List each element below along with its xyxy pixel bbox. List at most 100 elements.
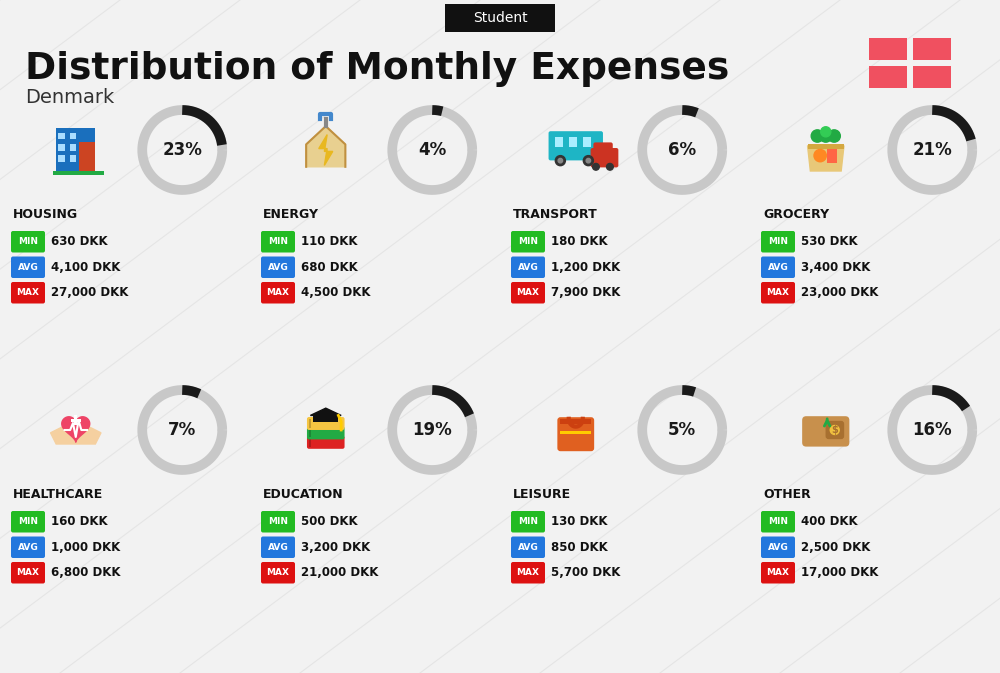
FancyBboxPatch shape xyxy=(307,436,345,449)
FancyBboxPatch shape xyxy=(11,282,45,304)
FancyBboxPatch shape xyxy=(869,38,907,60)
Text: 5,700 DKK: 5,700 DKK xyxy=(551,566,620,579)
Circle shape xyxy=(586,158,591,163)
Text: 630 DKK: 630 DKK xyxy=(51,236,108,248)
FancyBboxPatch shape xyxy=(549,131,603,160)
FancyBboxPatch shape xyxy=(761,511,795,532)
Text: MIN: MIN xyxy=(18,238,38,246)
Text: AVG: AVG xyxy=(18,542,38,552)
Text: 110 DKK: 110 DKK xyxy=(301,236,358,248)
FancyBboxPatch shape xyxy=(560,431,591,434)
Text: MIN: MIN xyxy=(268,238,288,246)
Text: 17,000 DKK: 17,000 DKK xyxy=(801,566,878,579)
FancyBboxPatch shape xyxy=(761,282,795,304)
Text: HOUSING: HOUSING xyxy=(13,208,78,221)
FancyBboxPatch shape xyxy=(11,256,45,278)
Text: MAX: MAX xyxy=(266,568,290,577)
Text: 3,400 DKK: 3,400 DKK xyxy=(801,260,870,274)
FancyBboxPatch shape xyxy=(70,133,76,139)
Text: LEISURE: LEISURE xyxy=(513,488,571,501)
Circle shape xyxy=(558,158,563,163)
FancyBboxPatch shape xyxy=(511,511,545,532)
FancyBboxPatch shape xyxy=(309,438,311,447)
Text: MAX: MAX xyxy=(17,288,40,297)
FancyBboxPatch shape xyxy=(70,155,76,162)
FancyBboxPatch shape xyxy=(74,415,77,425)
FancyBboxPatch shape xyxy=(591,148,618,168)
Polygon shape xyxy=(62,417,90,442)
Text: Distribution of Monthly Expenses: Distribution of Monthly Expenses xyxy=(25,51,729,87)
FancyBboxPatch shape xyxy=(307,417,345,430)
Text: 5%: 5% xyxy=(668,421,696,439)
Text: HEALTHCARE: HEALTHCARE xyxy=(13,488,103,501)
FancyBboxPatch shape xyxy=(761,256,795,278)
FancyBboxPatch shape xyxy=(79,141,95,172)
Text: 160 DKK: 160 DKK xyxy=(51,516,108,528)
Text: GROCERY: GROCERY xyxy=(763,208,829,221)
Text: MIN: MIN xyxy=(18,518,38,526)
Text: AVG: AVG xyxy=(518,542,538,552)
FancyBboxPatch shape xyxy=(261,256,295,278)
Text: 4,100 DKK: 4,100 DKK xyxy=(51,260,120,274)
FancyBboxPatch shape xyxy=(11,536,45,558)
FancyBboxPatch shape xyxy=(569,137,577,147)
FancyBboxPatch shape xyxy=(583,137,591,147)
Text: MAX: MAX xyxy=(266,288,290,297)
FancyBboxPatch shape xyxy=(313,415,338,421)
Circle shape xyxy=(820,130,832,142)
Text: MIN: MIN xyxy=(518,238,538,246)
FancyBboxPatch shape xyxy=(511,536,545,558)
FancyBboxPatch shape xyxy=(261,562,295,583)
FancyBboxPatch shape xyxy=(309,419,311,428)
FancyBboxPatch shape xyxy=(511,282,545,304)
FancyBboxPatch shape xyxy=(261,511,295,532)
Text: 7%: 7% xyxy=(168,421,196,439)
Circle shape xyxy=(555,155,565,166)
Text: MAX: MAX xyxy=(767,288,790,297)
Text: MIN: MIN xyxy=(768,238,788,246)
FancyBboxPatch shape xyxy=(761,562,795,583)
Circle shape xyxy=(821,127,831,137)
FancyBboxPatch shape xyxy=(761,536,795,558)
FancyBboxPatch shape xyxy=(555,137,563,147)
FancyBboxPatch shape xyxy=(913,38,951,60)
FancyBboxPatch shape xyxy=(11,231,45,252)
FancyBboxPatch shape xyxy=(70,144,76,151)
FancyBboxPatch shape xyxy=(71,419,81,422)
FancyBboxPatch shape xyxy=(593,143,613,155)
Text: MAX: MAX xyxy=(767,568,790,577)
FancyBboxPatch shape xyxy=(261,536,295,558)
Polygon shape xyxy=(319,135,333,166)
Text: 180 DKK: 180 DKK xyxy=(551,236,608,248)
Text: MIN: MIN xyxy=(518,518,538,526)
Text: AVG: AVG xyxy=(768,542,788,552)
FancyBboxPatch shape xyxy=(261,231,295,252)
Text: EDUCATION: EDUCATION xyxy=(263,488,344,501)
Circle shape xyxy=(830,425,839,435)
Circle shape xyxy=(583,155,593,166)
Text: 19%: 19% xyxy=(412,421,452,439)
FancyBboxPatch shape xyxy=(58,155,65,162)
Text: 850 DKK: 850 DKK xyxy=(551,540,608,554)
Text: 2,500 DKK: 2,500 DKK xyxy=(801,540,870,554)
Text: AVG: AVG xyxy=(18,262,38,272)
Text: AVG: AVG xyxy=(768,262,788,272)
Text: 680 DKK: 680 DKK xyxy=(301,260,358,274)
Text: AVG: AVG xyxy=(268,542,288,552)
Text: 21,000 DKK: 21,000 DKK xyxy=(301,566,378,579)
Circle shape xyxy=(814,149,826,162)
FancyBboxPatch shape xyxy=(913,66,951,88)
Text: TRANSPORT: TRANSPORT xyxy=(513,208,598,221)
Text: 27,000 DKK: 27,000 DKK xyxy=(51,286,128,299)
FancyBboxPatch shape xyxy=(560,419,591,425)
Text: 16%: 16% xyxy=(912,421,952,439)
Text: MAX: MAX xyxy=(17,568,40,577)
Text: 6%: 6% xyxy=(668,141,696,159)
Text: MIN: MIN xyxy=(268,518,288,526)
FancyBboxPatch shape xyxy=(826,421,844,439)
Text: AVG: AVG xyxy=(268,262,288,272)
Circle shape xyxy=(811,130,824,142)
FancyBboxPatch shape xyxy=(11,511,45,532)
FancyBboxPatch shape xyxy=(761,231,795,252)
Polygon shape xyxy=(306,127,345,167)
